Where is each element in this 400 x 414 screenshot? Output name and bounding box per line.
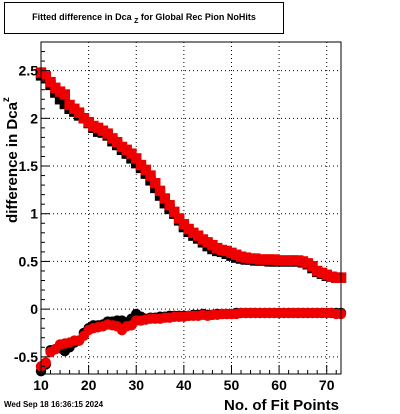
y-tick-label: 0.5 [19, 253, 39, 269]
data-point-square [59, 89, 71, 100]
data-point-square [73, 107, 85, 118]
x-tick-label: 30 [128, 377, 144, 393]
data-point-square [140, 164, 151, 176]
data-point-square [164, 199, 175, 211]
data-point-square [169, 206, 180, 218]
data-point-circle [40, 357, 51, 368]
y-tick-label: 1.5 [19, 158, 39, 174]
x-tick-label: 50 [224, 377, 240, 393]
timestamp: Wed Sep 18 16:36:15 2024 [4, 400, 104, 409]
y-tick-label: 2.5 [19, 63, 39, 79]
chart-title-suffix: for Global Rec Pion NoHits [138, 12, 256, 22]
y-axis-label: difference in Dcaz [1, 97, 21, 223]
y-axis-label-prefix: difference in Dca [4, 101, 21, 223]
data-point-square [173, 213, 185, 224]
data-point-square [45, 76, 56, 88]
x-tick-label: 20 [81, 377, 97, 393]
x-axis-label: No. of Fit Points [224, 397, 339, 414]
y-axis-label-subscript: z [1, 97, 12, 102]
title-box: Fitted difference in Dca Z for Global Re… [4, 2, 284, 34]
data-point-square [150, 177, 161, 189]
x-tick-label: 40 [176, 377, 192, 393]
y-tick-label: 0 [30, 301, 38, 317]
data-point-square [159, 193, 171, 204]
data-point-square [145, 170, 156, 181]
y-tick-label: 2 [30, 110, 38, 126]
y-tick-label: 1 [30, 206, 38, 222]
chart-title-subscript: Z [134, 18, 139, 25]
chart-title-prefix: Fitted difference in Dca [32, 12, 132, 22]
x-tick-label: 70 [319, 377, 335, 393]
data-point-square [131, 153, 142, 164]
plot-frame [40, 41, 342, 375]
y-tick-label: -0.5 [14, 349, 38, 365]
x-tick-label: 10 [33, 377, 49, 393]
data-point-square [40, 71, 51, 82]
data-point-square [154, 185, 166, 197]
x-tick-label: 60 [271, 377, 287, 393]
chart-title: Fitted difference in Dca Z for Global Re… [5, 12, 283, 25]
data-markers [35, 67, 347, 377]
axis-ticks: 10 20 30 40 50 60 70 -0.5 0 0.5 1 1.5 2 2.5 [14, 51, 337, 393]
